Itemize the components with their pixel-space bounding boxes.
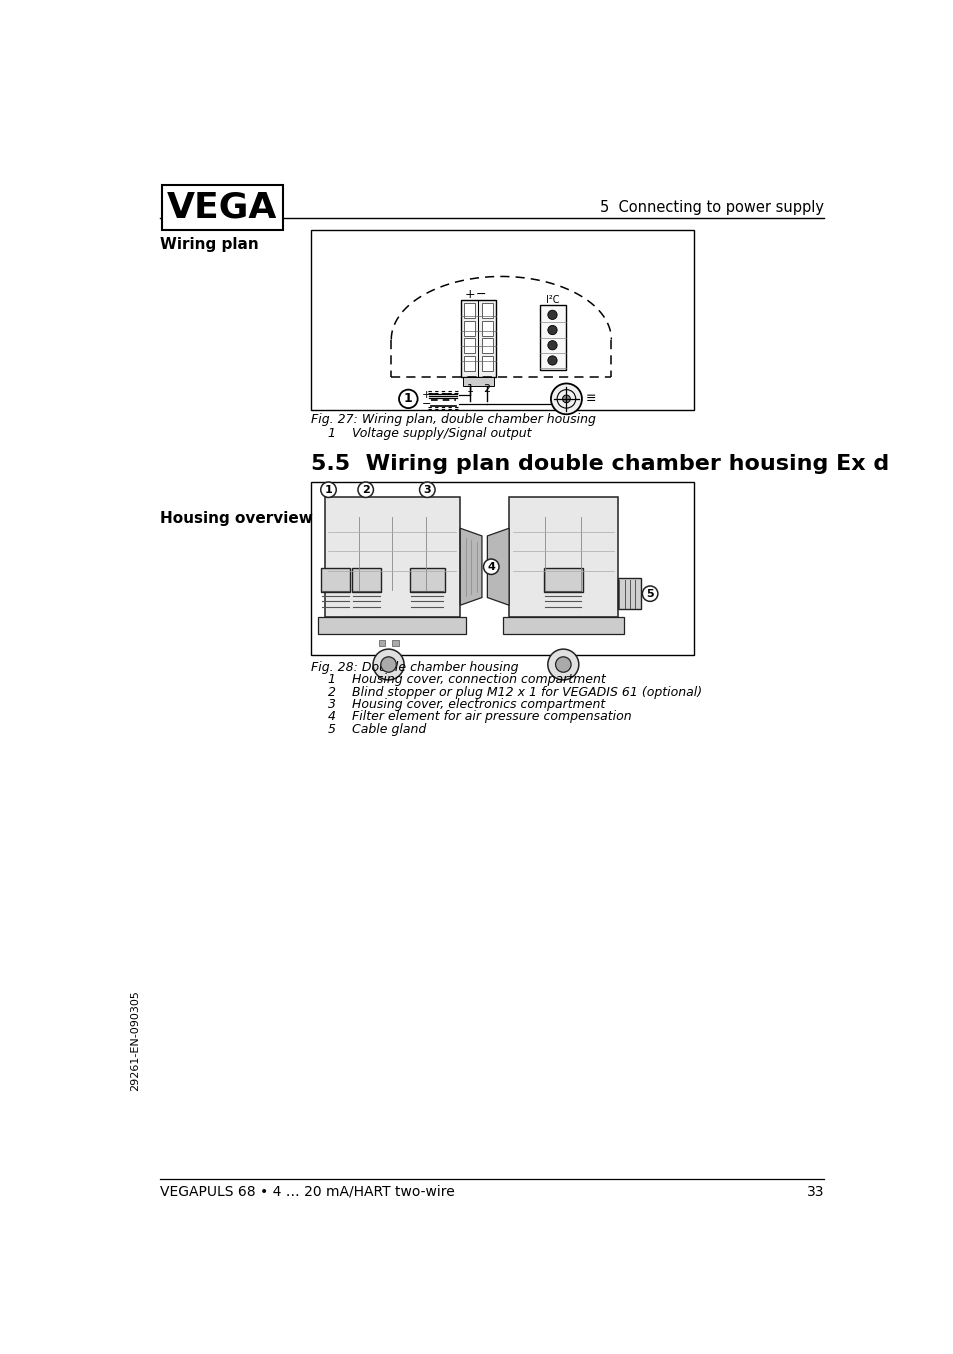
Bar [617, 578, 640, 609]
Text: 5  Connecting to power supply: 5 Connecting to power supply [599, 199, 823, 215]
Text: 5: 5 [645, 589, 653, 598]
Text: VEGAPULS 68 • 4 … 20 mA/HART two-wire: VEGAPULS 68 • 4 … 20 mA/HART two-wire [159, 1185, 454, 1200]
Text: Fig. 27: Wiring plan, double chamber housing: Fig. 27: Wiring plan, double chamber hou… [311, 413, 596, 427]
Circle shape [547, 356, 557, 366]
Text: 33: 33 [806, 1185, 823, 1200]
Text: Housing overview: Housing overview [159, 512, 312, 527]
Circle shape [547, 649, 578, 680]
Text: 1    Housing cover, connection compartment: 1 Housing cover, connection compartment [328, 673, 605, 686]
Bar [481, 338, 493, 353]
Bar [464, 338, 475, 353]
Text: 5    Cable gland: 5 Cable gland [328, 723, 426, 735]
Text: 4    Filter element for air pressure compensation: 4 Filter element for air pressure compen… [328, 711, 632, 723]
Circle shape [320, 482, 335, 497]
Text: 1: 1 [466, 385, 474, 394]
Text: 2    Blind stopper or plug M12 x 1 for VEGADIS 61 (optional): 2 Blind stopper or plug M12 x 1 for VEGA… [328, 685, 702, 699]
Bar [311, 482, 694, 655]
Text: −: − [421, 399, 431, 409]
Circle shape [641, 586, 658, 601]
Bar [464, 303, 475, 318]
Polygon shape [487, 528, 509, 605]
Bar [392, 640, 398, 646]
Text: Fig. 28: Double chamber housing: Fig. 28: Double chamber housing [311, 661, 518, 674]
Bar [352, 567, 381, 592]
Bar [324, 497, 459, 617]
Text: 1: 1 [403, 393, 413, 405]
Circle shape [398, 390, 417, 408]
Circle shape [555, 657, 571, 672]
Bar [464, 321, 475, 336]
Bar [464, 356, 475, 371]
Bar [410, 567, 444, 592]
Bar [481, 356, 493, 371]
Text: Wiring plan: Wiring plan [159, 237, 258, 252]
Bar [311, 230, 694, 410]
Text: 4: 4 [487, 562, 495, 571]
Bar [478, 301, 496, 376]
Text: 1    Voltage supply/Signal output: 1 Voltage supply/Signal output [328, 427, 532, 440]
Circle shape [562, 395, 570, 402]
Circle shape [483, 559, 498, 574]
Bar [481, 321, 493, 336]
Bar [502, 617, 623, 634]
Text: VEGA: VEGA [167, 190, 277, 225]
Bar [539, 305, 565, 371]
Bar [379, 640, 385, 646]
Bar [318, 617, 466, 634]
Polygon shape [459, 528, 481, 605]
Circle shape [547, 341, 557, 349]
Circle shape [357, 482, 373, 497]
Text: 29261-EN-090305: 29261-EN-090305 [130, 990, 139, 1091]
Text: ≡: ≡ [585, 393, 596, 405]
Bar [543, 567, 582, 592]
Text: 3: 3 [423, 485, 431, 494]
Circle shape [380, 657, 395, 672]
Bar [462, 376, 494, 386]
Text: +: + [421, 390, 431, 399]
Text: 2: 2 [361, 485, 369, 494]
Circle shape [550, 383, 581, 414]
Bar [460, 301, 478, 376]
Circle shape [373, 649, 404, 680]
Text: 3    Housing cover, electronics compartment: 3 Housing cover, electronics compartment [328, 699, 605, 711]
Text: +: + [464, 287, 475, 301]
Text: 5.5  Wiring plan double chamber housing Ex d: 5.5 Wiring plan double chamber housing E… [311, 455, 889, 474]
Bar [460, 301, 496, 376]
Circle shape [547, 325, 557, 334]
Bar [481, 303, 493, 318]
Bar [320, 567, 350, 592]
Text: 2: 2 [482, 385, 490, 394]
Bar [509, 497, 617, 617]
Circle shape [547, 310, 557, 320]
Text: 1: 1 [324, 485, 332, 494]
Circle shape [419, 482, 435, 497]
Text: −: − [476, 287, 486, 301]
Text: I²C: I²C [545, 295, 558, 305]
